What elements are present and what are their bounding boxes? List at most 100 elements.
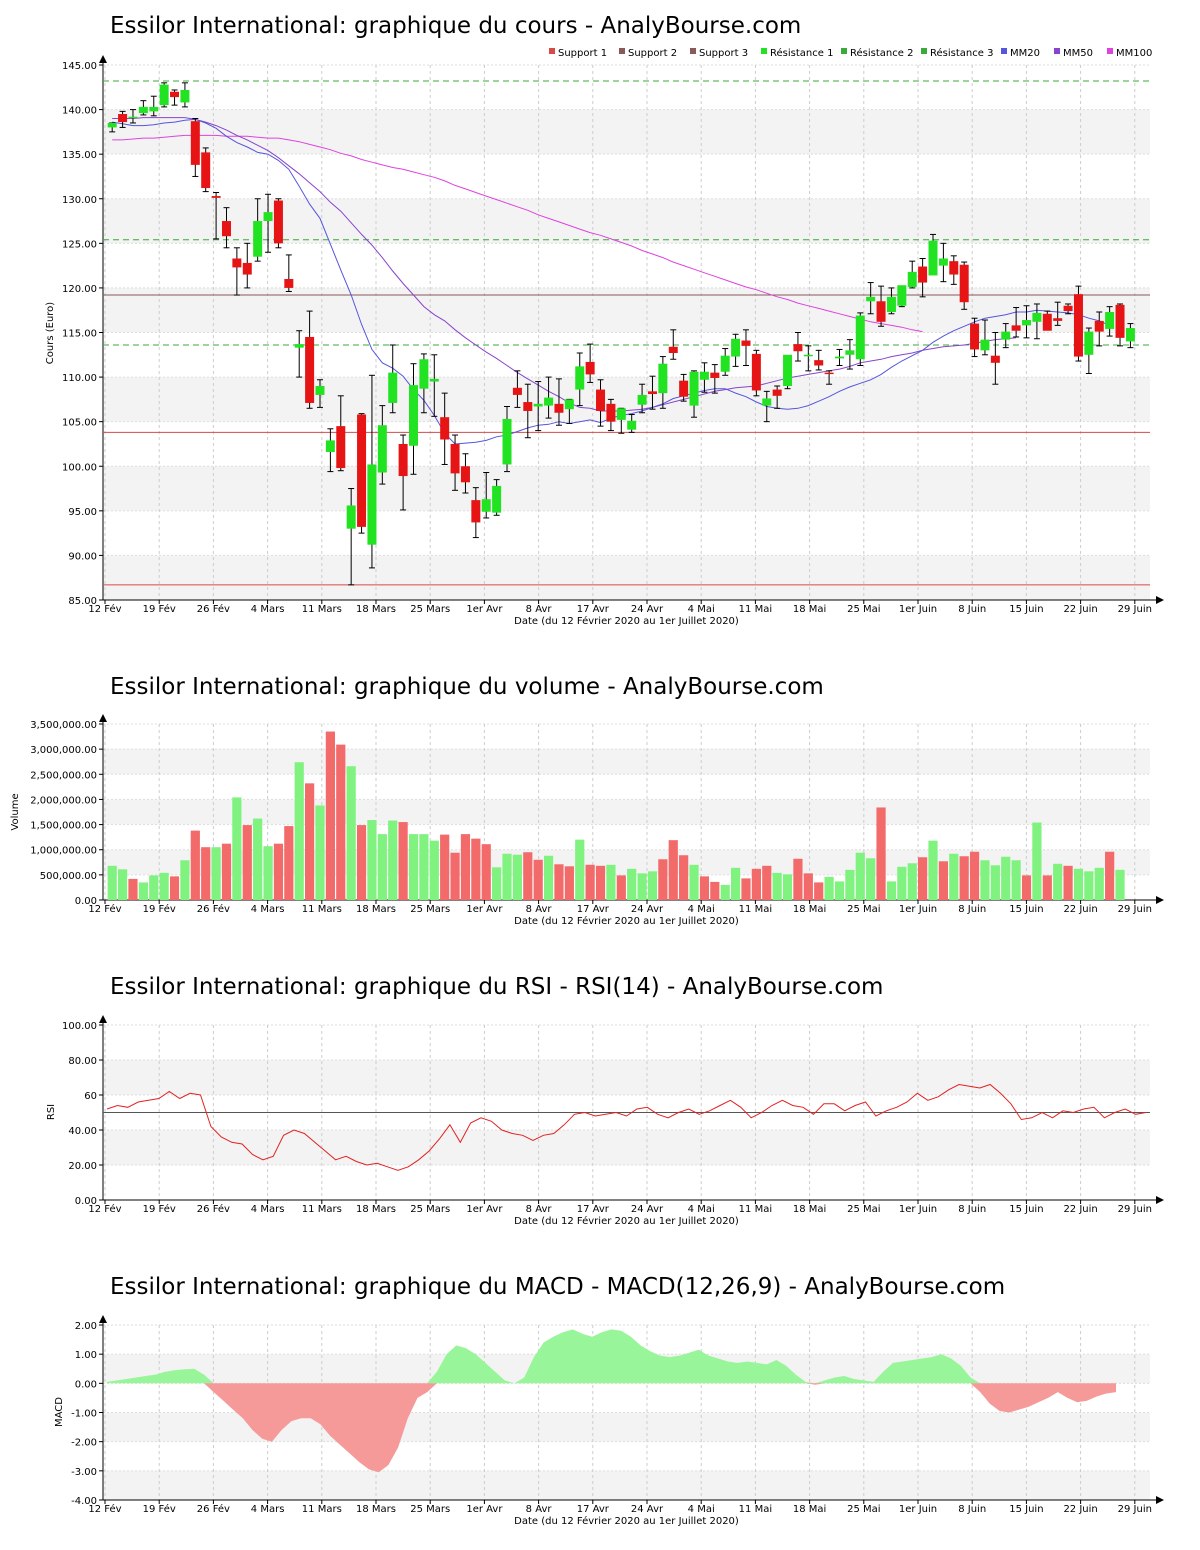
macd-y-tick-label: 0.00: [75, 1379, 97, 1390]
macd-x-tick-label: 22 Juin: [1063, 1504, 1097, 1515]
rsi-x-tick-label: 4 Mai: [688, 1204, 715, 1215]
volume-bar-up: [159, 872, 169, 900]
rsi-y-tick-label: 20.00: [68, 1161, 97, 1172]
candle-down: [741, 340, 751, 346]
volume-x-tick-label: 25 Mars: [410, 904, 450, 915]
volume-x-tick-label: 1er Avr: [466, 904, 503, 915]
rsi-x-tick-label: 15 Juin: [1009, 1204, 1043, 1215]
price-grid-band: [103, 421, 1150, 467]
volume-bar-up: [294, 762, 304, 900]
candle-down: [1053, 318, 1063, 321]
candle-down: [336, 426, 346, 469]
volume-bar-down: [918, 857, 928, 900]
candle-down: [970, 323, 980, 350]
price-y-tick-label: 145.00: [62, 61, 97, 72]
candle-up: [1022, 320, 1032, 326]
volume-bar-down: [814, 882, 824, 900]
volume-bar-up: [408, 834, 419, 900]
candle-down: [918, 266, 928, 283]
rsi-line: [106, 1083, 1147, 1171]
volume-bar-up: [1094, 867, 1104, 900]
rsi-x-axis-label: Date (du 12 Février 2020 au 1er Juillet …: [514, 1215, 739, 1227]
rsi-x-tick-label: 1er Avr: [466, 1204, 503, 1215]
macd-x-tick-label: 1er Avr: [466, 1504, 503, 1515]
volume-x-tick-label: 4 Mai: [688, 904, 715, 915]
price-y-tick-label: 125.00: [62, 239, 97, 250]
price-x-tick-label: 25 Mars: [410, 604, 450, 615]
volume-bar-up: [1011, 860, 1021, 900]
candle-up: [325, 440, 335, 452]
macd-x-tick-label: 17 Avr: [577, 1504, 610, 1515]
volume-x-tick-label: 11 Mai: [739, 904, 772, 915]
rsi-y-tick-label: 40.00: [68, 1126, 97, 1137]
legend-swatch: [761, 48, 767, 54]
price-y-tick-label: 135.00: [62, 150, 97, 161]
candle-up: [138, 106, 148, 114]
macd-y-tick-label: 2.00: [75, 1321, 97, 1332]
volume-bar-down: [440, 834, 450, 900]
volume-bar-up: [263, 846, 273, 900]
macd-x-tick-label: 12 Fév: [88, 1503, 121, 1515]
price-y-tick-label: 90.00: [68, 551, 97, 562]
legend-label: Support 3: [699, 48, 748, 59]
volume-bar-up: [1084, 871, 1094, 900]
price-grid-band: [103, 555, 1150, 600]
volume-x-tick-label: 26 Fév: [197, 903, 230, 915]
candle-down: [814, 360, 824, 366]
volume-bar-up: [419, 834, 429, 900]
price-y-tick-label: 120.00: [62, 284, 97, 295]
candle-down: [824, 372, 834, 375]
macd-x-tick-label: 11 Mars: [302, 1504, 342, 1515]
candle-down: [710, 372, 720, 378]
price-x-tick-label: 12 Fév: [88, 603, 121, 615]
macd-x-tick-label: 25 Mars: [410, 1504, 450, 1515]
rsi-x-tick-label: 18 Mars: [356, 1204, 396, 1215]
candle-down: [201, 152, 211, 189]
candle-down: [242, 262, 252, 275]
price-x-tick-label: 15 Juin: [1009, 604, 1043, 615]
rsi-chart: Essilor International: graphique du RSI …: [46, 974, 1164, 1227]
volume-bar-up: [1001, 856, 1011, 900]
legend-swatch: [921, 48, 927, 54]
macd-x-tick-label: 8 Avr: [526, 1504, 553, 1515]
rsi-x-tick-label: 26 Fév: [197, 1203, 230, 1215]
volume-y-tick-label: 3,000,000.00: [30, 745, 97, 756]
volume-x-tick-label: 19 Fév: [143, 903, 176, 915]
rsi-x-tick-label: 8 Juin: [958, 1204, 986, 1215]
rsi-x-tick-label: 1er Juin: [899, 1204, 937, 1215]
candle-up: [149, 106, 159, 112]
volume-bar-down: [242, 825, 252, 900]
volume-bar-up: [772, 872, 782, 900]
volume-bar-down: [460, 834, 471, 900]
rsi-x-tick-label: 17 Avr: [577, 1204, 610, 1215]
macd-y-tick-label: -2.00: [71, 1438, 97, 1449]
volume-bar-up: [720, 884, 730, 900]
rsi-x-tick-label: 25 Mai: [847, 1204, 880, 1215]
candle-up: [294, 344, 304, 348]
volume-bar-up: [1073, 868, 1084, 900]
candle-down: [751, 353, 761, 391]
volume-bar-up: [117, 869, 128, 900]
volume-y-axis-arrow: [99, 714, 107, 722]
candle-up: [731, 338, 741, 357]
volume-grid-band: [103, 799, 1150, 825]
candle-up: [616, 408, 626, 420]
candle-up: [128, 116, 138, 119]
volume-bar-down: [398, 822, 408, 900]
volume-bar-up: [980, 860, 990, 900]
macd-x-tick-label: 19 Fév: [143, 1503, 176, 1515]
volume-bar-up: [866, 858, 876, 900]
volume-bar-down: [190, 830, 200, 900]
price-x-tick-label: 11 Mai: [739, 604, 772, 615]
rsi-grid-band: [103, 1060, 1150, 1095]
candle-down: [1042, 313, 1052, 331]
volume-y-tick-label: 3,500,000.00: [30, 720, 97, 731]
volume-bar-up: [845, 869, 855, 900]
volume-bar-down: [450, 852, 460, 900]
legend-swatch: [1107, 48, 1113, 54]
volume-x-tick-label: 17 Avr: [577, 904, 610, 915]
candle-up: [980, 339, 990, 351]
price-x-axis-arrow: [1156, 596, 1164, 604]
macd-chart: Essilor International: graphique du MACD…: [54, 1274, 1164, 1527]
candle-up: [429, 378, 439, 382]
